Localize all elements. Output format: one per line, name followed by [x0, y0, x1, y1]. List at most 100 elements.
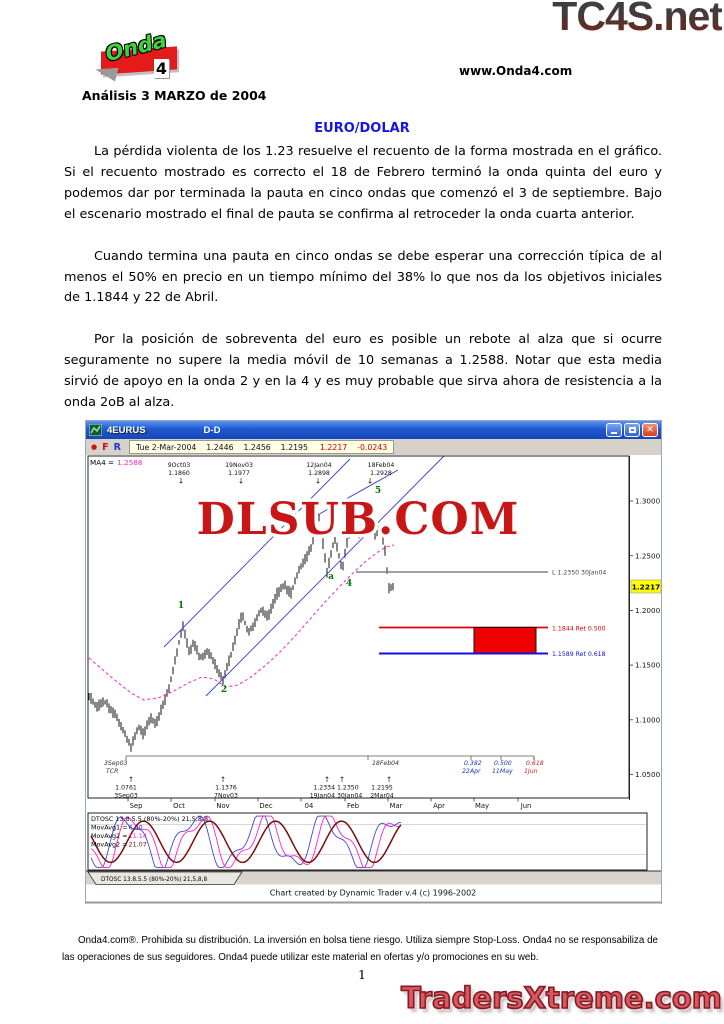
month-label: Feb [347, 802, 359, 810]
chart-canvas: 1.3000 1.2500 1.2000 1.1500 1.1000 1.0500 Sep O… [86, 455, 661, 904]
chart-toolbar: ● F R Tue 2-Mar-2004 1.2446 1.2456 1.219… [86, 439, 661, 455]
month-label: 04 [305, 802, 314, 810]
price-axis-label: 1.2500 [635, 551, 661, 560]
quote-last-change: 1.2217 -0.0243 [319, 442, 388, 452]
svg-text:↓: ↓ [315, 477, 321, 486]
tcr-ratio: 0.382 [464, 760, 482, 767]
low-reference-label: L 1.2350 30Jan04 [552, 570, 606, 577]
minimize-button[interactable] [606, 423, 622, 437]
tc4s-logo: TC4S.net [552, 0, 723, 40]
toolbar-f-button[interactable]: F [102, 441, 109, 453]
month-label: Sep [130, 802, 143, 810]
record-dot-icon: ● [91, 443, 98, 451]
month-label: Oct [173, 802, 185, 810]
toolbar-r-button[interactable]: R [113, 441, 121, 453]
price-bars [88, 508, 394, 752]
wave-label: 1 [178, 601, 184, 611]
price-axis-label: 1.2000 [635, 606, 661, 615]
ma-readout: MA4 = 1.2588 [90, 458, 143, 467]
svg-text:1.0761: 1.0761 [115, 785, 137, 792]
svg-text:12Jan04: 12Jan04 [306, 462, 331, 469]
movavg2-readout: MovAvg2 =11.14 [91, 832, 147, 840]
wave-label: 5 [375, 486, 381, 496]
svg-text:1.1977: 1.1977 [228, 470, 250, 477]
tcr-start-date: 3Sep03 [104, 760, 128, 767]
chart-window-title: 4EURUS [107, 424, 146, 436]
close-button[interactable]: ✕ [642, 423, 658, 437]
retracement-500-label: 1.1844 Ret 0.500 [552, 626, 606, 633]
oscillator-slow-line [90, 820, 402, 864]
tcr-ratio: 0.618 [526, 760, 544, 767]
website-url: www.Onda4.com [459, 64, 573, 78]
svg-text:1.1860: 1.1860 [168, 470, 190, 477]
page-number: 1 [358, 967, 366, 982]
high-pivot-labels: 9Oct031.1860↓19Nov031.1977↓12Jan041.2898… [168, 462, 395, 486]
trend-line [313, 469, 399, 518]
svg-text:↓: ↓ [367, 477, 373, 486]
svg-text:↑: ↑ [220, 775, 226, 784]
oscillator-label: DTOSC 13.8.5.5 (80%-20%) 21,5,8,8 [91, 815, 208, 823]
price-axis-label: 1.3000 [635, 497, 661, 506]
maximize-button[interactable] [624, 423, 640, 437]
quote-values: Tue 2-Mar-2004 1.2446 1.2456 1.2195 [135, 442, 308, 452]
footer-disclaimer: Onda4.com®. Prohibida su distribución. L… [62, 935, 658, 963]
price-axis-label: 1.1000 [635, 715, 661, 724]
oscillator-medium-line [90, 815, 402, 868]
month-label: May [475, 802, 489, 810]
quote-strip: Tue 2-Mar-2004 1.2446 1.2456 1.2195 1.22… [128, 440, 395, 454]
tcr-ratio-date: 22Apr [462, 768, 481, 775]
svg-text:1.2928: 1.2928 [370, 470, 392, 477]
watermark: DLSUB.COM [197, 494, 520, 545]
month-label: Dec [259, 802, 272, 810]
analysis-date: Análisis 3 MARZO de 2004 [82, 88, 267, 103]
paragraph-3: Por la posición de sobreventa del euro e… [64, 332, 662, 411]
svg-text:19Nov03: 19Nov03 [225, 462, 253, 469]
svg-text:↓: ↓ [238, 477, 244, 486]
price-axis-labels: 1.3000 1.2500 1.2000 1.1500 1.1000 1.0500 [629, 497, 661, 779]
last-price-label: 1.2217 [632, 583, 661, 592]
tcr-tool-label: TCR [106, 768, 118, 775]
analysis-text: La pérdida violenta de los 1.23 resuelve… [64, 142, 662, 435]
onda4-logo-digit: 4 [153, 59, 169, 78]
oscillator-tab[interactable] [87, 871, 243, 885]
month-axis-labels: Sep Oct Nov Dec 04 Feb Mar Apr May Jun [127, 798, 532, 810]
wave-label: 2 [221, 685, 227, 695]
svg-text:3Sep03: 3Sep03 [114, 793, 138, 800]
oscillator-panel: DTOSC 13.8.5.5 (80%-20%) 21,5,8,8 MovAvg… [87, 812, 648, 871]
oscillator-fast-line [90, 815, 402, 868]
trend-line [163, 458, 351, 648]
oscillator-tab-label: DTOSC 13.8.5.5 (80%-20%) 21,5,8,8 [101, 877, 207, 883]
chart-window: 4EURUS D-D ✕ ● F R Tue 2-Mar-2004 1.2446… [85, 420, 662, 904]
tcr-anchor-date: 18Feb04 [372, 760, 399, 767]
onda4-logo: Onda 4 [93, 28, 185, 90]
svg-text:19Jan04 30Jan04: 19Jan04 30Jan04 [310, 793, 363, 800]
svg-text:↑: ↑ [386, 775, 392, 784]
month-label: Jun [520, 802, 532, 810]
trend-line [205, 455, 445, 697]
month-label: Mar [390, 802, 403, 810]
svg-text:1.2334 1.2350: 1.2334 1.2350 [313, 785, 358, 792]
svg-text:18Feb04: 18Feb04 [368, 462, 395, 469]
wave-label: 4 [346, 579, 352, 589]
movavg3-readout: MovAvg2 =21.07 [91, 841, 147, 849]
tcr-ratio-date: 11May [492, 768, 513, 775]
wave-label: a [328, 572, 334, 582]
svg-text:1.2195: 1.2195 [371, 785, 393, 792]
chart-window-period: D-D [203, 424, 221, 436]
tcr-ratio-date: 1Jun [524, 768, 538, 775]
page-title: EURO/DOLAR [314, 121, 410, 136]
retracement-618-label: 1.1589 Ret 0.618 [552, 651, 606, 658]
svg-text:↓: ↓ [178, 477, 184, 486]
month-label: Nov [216, 802, 229, 810]
svg-text:↑: ↑ [128, 775, 134, 784]
tcr-ratio: 0.500 [494, 760, 512, 767]
svg-text:7Nov03: 7Nov03 [214, 793, 238, 800]
price-axis-label: 1.1500 [635, 661, 661, 670]
month-label: Apr [433, 802, 445, 810]
svg-text:↑: ↑ [324, 775, 330, 784]
wave-labels: 1 2 a 4 5 [178, 486, 381, 695]
chart-window-titlebar[interactable]: 4EURUS D-D ✕ [86, 421, 661, 439]
